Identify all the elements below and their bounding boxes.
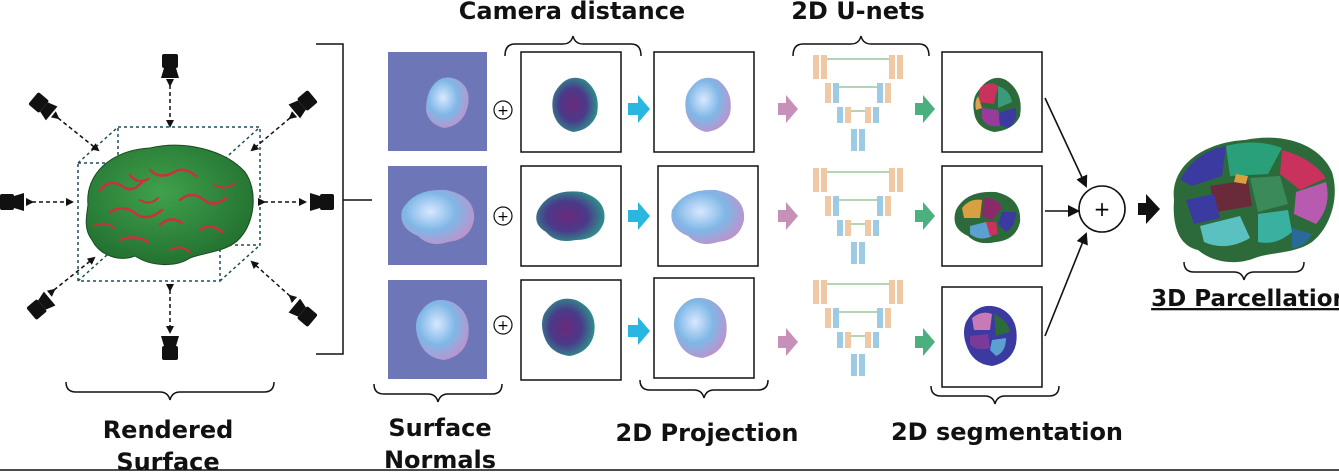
arrow-icon — [628, 95, 650, 123]
rendered-surface — [0, 54, 334, 360]
arrow-icon — [778, 328, 798, 356]
row-1: + — [388, 51, 1043, 153]
parcel-blob — [954, 191, 1021, 244]
row-2: + — [388, 165, 1043, 267]
unets-label: 2D U-nets — [791, 0, 925, 25]
plus-icon — [493, 100, 513, 120]
svg-text:+: + — [497, 209, 509, 225]
camera-icon — [288, 90, 318, 119]
arrow-icon — [778, 95, 798, 123]
parcel-blob — [964, 305, 1017, 366]
camera-distance-label: Camera distance — [459, 0, 685, 25]
camera-icon — [161, 336, 179, 360]
svg-text:+: + — [1094, 197, 1111, 221]
brain-icon — [85, 144, 254, 265]
projection-label: 2D Projection — [616, 419, 799, 447]
svg-text:+: + — [497, 103, 509, 119]
fusion — [1044, 97, 1088, 337]
normals-label-line1: Surface — [388, 414, 491, 442]
camera-icon — [288, 298, 318, 327]
camera-rig — [26, 79, 307, 334]
camera-icon — [161, 54, 179, 78]
plus-icon — [493, 206, 513, 226]
arrow-icon — [1138, 194, 1160, 224]
unet-icon — [813, 280, 903, 376]
normals-label-line2: Normals — [384, 446, 496, 473]
group-bracket — [316, 43, 372, 355]
svg-text:+: + — [497, 318, 509, 334]
parcellated-brain-icon — [1173, 137, 1335, 263]
parcellation-label: 3D Parcellation — [1151, 286, 1339, 312]
camera-icon — [310, 193, 334, 211]
fusion-plus-icon — [1078, 185, 1126, 233]
arrow-icon — [628, 202, 650, 230]
arrow-icon — [915, 328, 935, 356]
plus-icon — [493, 315, 513, 335]
camera-icon — [0, 193, 24, 211]
row-3: + — [388, 277, 1043, 388]
segmentation-label: 2D segmentation — [891, 418, 1123, 446]
rendered-label-line1: Rendered — [103, 416, 234, 444]
camera-icon — [28, 92, 58, 121]
unet-icon — [813, 55, 903, 151]
parcel-blob — [973, 77, 1021, 132]
arrow-icon — [628, 317, 650, 345]
unet-icon — [813, 168, 903, 264]
rendered-label-line2: Surface — [116, 448, 219, 473]
braces — [65, 35, 1305, 405]
arrow-icon — [778, 202, 798, 230]
camera-icon — [26, 291, 56, 320]
arrow-icon — [915, 202, 935, 230]
arrow-icon — [915, 95, 935, 123]
